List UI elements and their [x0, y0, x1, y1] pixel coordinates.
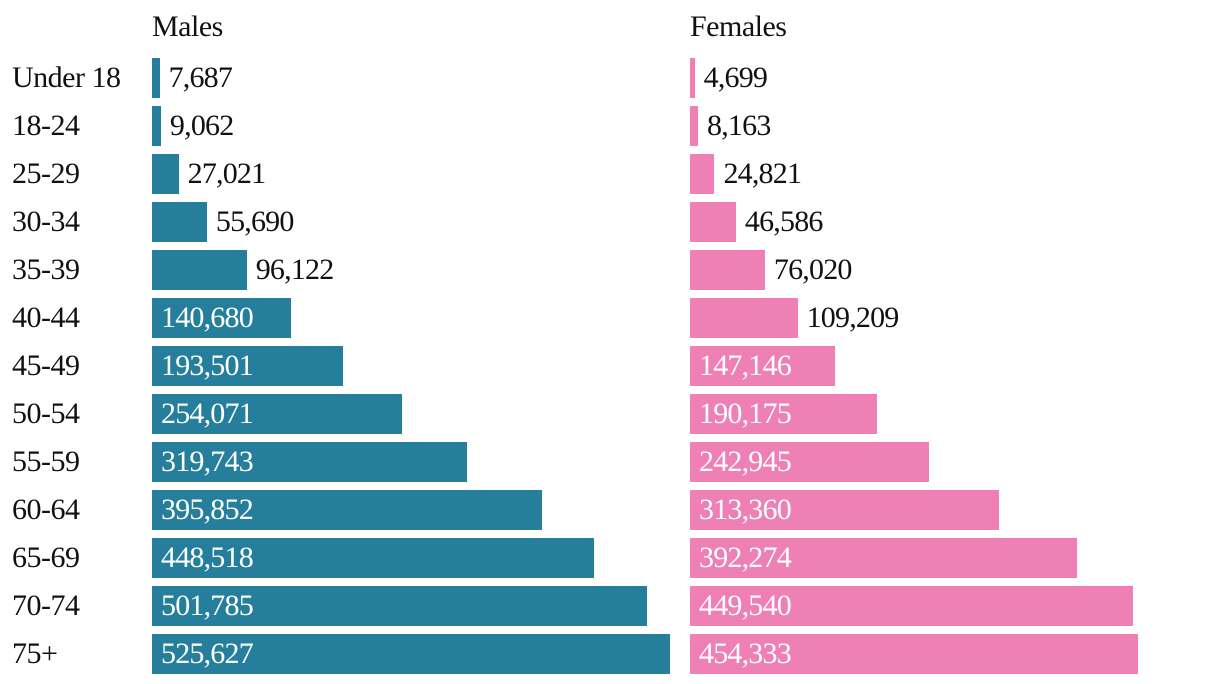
males-bar-55-59 — [152, 442, 468, 482]
males-value-75: 525,627 — [161, 637, 254, 670]
males-bar-70-74 — [152, 586, 647, 626]
females-value-75: 454,333 — [699, 637, 792, 670]
males-value-65-69: 448,518 — [161, 541, 254, 574]
age-label-45-49: 45-49 — [12, 349, 80, 382]
males-bar-50-54 — [152, 394, 403, 434]
males-value-50-54: 254,071 — [161, 397, 254, 430]
age-label-55-59: 55-59 — [12, 445, 80, 478]
males-bar-under-18 — [152, 58, 160, 98]
females-bar-55-59 — [690, 442, 930, 482]
males-bar-75 — [152, 634, 670, 674]
females-bar-60-64 — [690, 490, 999, 530]
females-value-30-34: 46,586 — [744, 205, 824, 238]
males-value-18-24: 9,062 — [169, 109, 234, 142]
females-value-under-18: 4,699 — [703, 61, 768, 94]
females-bar-65-69 — [690, 538, 1077, 578]
males-bar-25-29 — [152, 154, 179, 194]
females-value-50-54: 190,175 — [699, 397, 792, 430]
males-bar-18-24 — [152, 106, 161, 146]
females-value-60-64: 313,360 — [699, 493, 792, 526]
males-bar-35-39 — [152, 250, 247, 290]
females-value-25-29: 24,821 — [723, 157, 802, 190]
age-label-under-18: Under 18 — [12, 61, 121, 94]
females-bar-25-29 — [690, 154, 715, 194]
age-label-25-29: 25-29 — [12, 157, 80, 190]
females-title: Females — [690, 10, 787, 43]
females-bar-75 — [690, 634, 1138, 674]
females-value-65-69: 392,274 — [699, 541, 792, 574]
age-label-18-24: 18-24 — [12, 109, 80, 142]
males-value-35-39: 96,122 — [255, 253, 335, 286]
males-value-under-18: 7,687 — [168, 61, 233, 94]
females-bar-18-24 — [690, 106, 699, 146]
males-value-45-49: 193,501 — [161, 349, 254, 382]
females-bar-45-49 — [690, 346, 835, 386]
males-title: Males — [152, 10, 223, 43]
males-value-60-64: 395,852 — [161, 493, 254, 526]
age-label-75: 75+ — [12, 637, 58, 670]
males-value-30-34: 55,690 — [215, 205, 295, 238]
females-value-35-39: 76,020 — [773, 253, 853, 286]
females-value-70-74: 449,540 — [699, 589, 792, 622]
females-bar-50-54 — [690, 394, 878, 434]
age-label-60-64: 60-64 — [12, 493, 80, 526]
age-label-50-54: 50-54 — [12, 397, 80, 430]
age-label-30-34: 30-34 — [12, 205, 80, 238]
females-value-45-49: 147,146 — [699, 349, 792, 382]
age-label-35-39: 35-39 — [12, 253, 80, 286]
females-bar-40-44 — [690, 298, 798, 338]
females-bar-30-34 — [690, 202, 736, 242]
females-bar-70-74 — [690, 586, 1134, 626]
age-label-65-69: 65-69 — [12, 541, 80, 574]
females-bar-35-39 — [690, 250, 765, 290]
females-value-40-44: 109,209 — [806, 301, 900, 334]
males-value-25-29: 27,021 — [187, 157, 267, 190]
males-value-70-74: 501,785 — [161, 589, 254, 622]
females-value-18-24: 8,163 — [707, 109, 771, 142]
males-bar-60-64 — [152, 490, 543, 530]
males-bar-30-34 — [152, 202, 207, 242]
males-bar-45-49 — [152, 346, 343, 386]
males-value-40-44: 140,680 — [161, 301, 254, 334]
females-bar-under-18 — [690, 58, 695, 98]
males-bar-40-44 — [152, 298, 291, 338]
age-label-70-74: 70-74 — [12, 589, 80, 622]
males-value-55-59: 319,743 — [161, 445, 254, 478]
males-bar-65-69 — [152, 538, 594, 578]
females-value-55-59: 242,945 — [699, 445, 792, 478]
age-label-40-44: 40-44 — [12, 301, 80, 334]
